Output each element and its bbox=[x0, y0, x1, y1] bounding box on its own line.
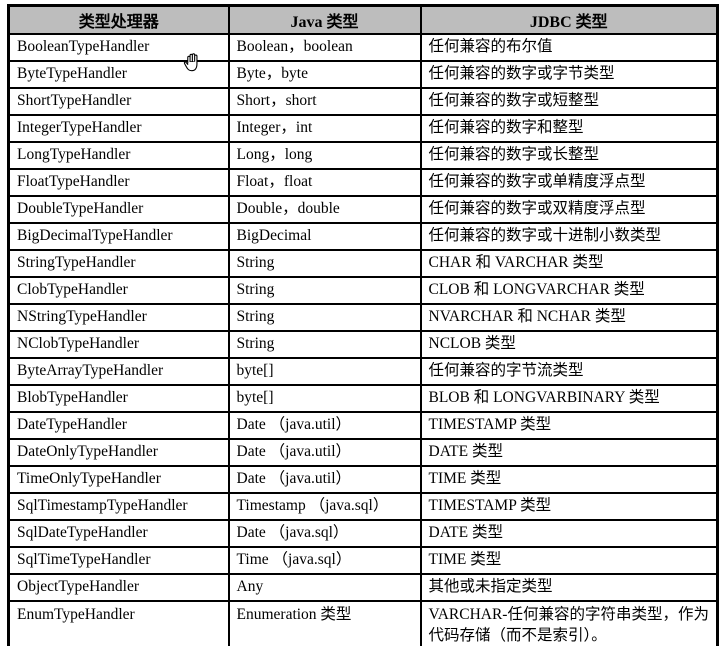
table-row: EnumTypeHandler Enumeration 类型 VARCHAR-任… bbox=[7, 600, 719, 646]
cell-type-handler: TimeOnlyTypeHandler bbox=[7, 465, 230, 494]
cell-type-handler: SqlTimeTypeHandler bbox=[7, 546, 230, 575]
cell-type-handler: IntegerTypeHandler bbox=[7, 114, 230, 143]
cell-java-type: Byte，byte bbox=[227, 60, 422, 89]
table-row: DateTypeHandler Date （java.util） TIMESTA… bbox=[7, 411, 719, 440]
cell-java-type: Short，short bbox=[227, 87, 422, 116]
cell-jdbc-type: TIMESTAMP 类型 bbox=[419, 492, 719, 521]
table-row: BlobTypeHandler byte[] BLOB 和 LONGVARBIN… bbox=[7, 384, 719, 413]
cell-java-type: Date （java.util） bbox=[227, 465, 422, 494]
cell-jdbc-type: 任何兼容的数字或短整型 bbox=[419, 87, 719, 116]
table-row: StringTypeHandler String CHAR 和 VARCHAR … bbox=[7, 249, 719, 278]
cell-jdbc-type: NCLOB 类型 bbox=[419, 330, 719, 359]
cell-jdbc-type: 任何兼容的数字或单精度浮点型 bbox=[419, 168, 719, 197]
type-handler-table: 类型处理器 Java 类型 JDBC 类型 BooleanTypeHandler… bbox=[7, 4, 719, 646]
cell-type-handler: BlobTypeHandler bbox=[7, 384, 230, 413]
cell-jdbc-type: 任何兼容的数字和整型 bbox=[419, 114, 719, 143]
cell-java-type: Date （java.sql） bbox=[227, 519, 422, 548]
cell-type-handler: DateTypeHandler bbox=[7, 411, 230, 440]
table-row: DoubleTypeHandler Double，double 任何兼容的数字或… bbox=[7, 195, 719, 224]
cell-java-type: Float，float bbox=[227, 168, 422, 197]
cell-java-type: Boolean，boolean bbox=[227, 33, 422, 62]
table-header-row: 类型处理器 Java 类型 JDBC 类型 bbox=[7, 4, 719, 35]
cell-type-handler: DoubleTypeHandler bbox=[7, 195, 230, 224]
cell-type-handler: NClobTypeHandler bbox=[7, 330, 230, 359]
cell-java-type: Any bbox=[227, 573, 422, 602]
cell-type-handler: LongTypeHandler bbox=[7, 141, 230, 170]
cell-type-handler: BigDecimalTypeHandler bbox=[7, 222, 230, 251]
cell-java-type: Integer，int bbox=[227, 114, 422, 143]
table-row: NStringTypeHandler String NVARCHAR 和 NCH… bbox=[7, 303, 719, 332]
table-row: ClobTypeHandler String CLOB 和 LONGVARCHA… bbox=[7, 276, 719, 305]
table-row: FloatTypeHandler Float，float 任何兼容的数字或单精度… bbox=[7, 168, 719, 197]
cell-jdbc-type: 任何兼容的字节流类型 bbox=[419, 357, 719, 386]
cell-jdbc-type: VARCHAR-任何兼容的字符串类型，作为代码存储（而不是索引）。 bbox=[419, 600, 719, 646]
cell-jdbc-type: CLOB 和 LONGVARCHAR 类型 bbox=[419, 276, 719, 305]
table-row: ObjectTypeHandler Any 其他或未指定类型 bbox=[7, 573, 719, 602]
table-row: SqlDateTypeHandler Date （java.sql） DATE … bbox=[7, 519, 719, 548]
cell-type-handler: ByteArrayTypeHandler bbox=[7, 357, 230, 386]
cell-java-type: Date （java.util） bbox=[227, 438, 422, 467]
cell-type-handler: FloatTypeHandler bbox=[7, 168, 230, 197]
header-type-handler: 类型处理器 bbox=[7, 4, 230, 35]
cell-java-type: byte[] bbox=[227, 357, 422, 386]
cell-jdbc-type: 其他或未指定类型 bbox=[419, 573, 719, 602]
table-row: LongTypeHandler Long，long 任何兼容的数字或长整型 bbox=[7, 141, 719, 170]
cell-jdbc-type: 任何兼容的数字或长整型 bbox=[419, 141, 719, 170]
cell-type-handler: ByteTypeHandler bbox=[7, 60, 230, 89]
table-row: BigDecimalTypeHandler BigDecimal 任何兼容的数字… bbox=[7, 222, 719, 251]
cell-type-handler: ClobTypeHandler bbox=[7, 276, 230, 305]
cell-jdbc-type: TIME 类型 bbox=[419, 465, 719, 494]
cell-type-handler: StringTypeHandler bbox=[7, 249, 230, 278]
cell-java-type: String bbox=[227, 276, 422, 305]
cell-jdbc-type: DATE 类型 bbox=[419, 438, 719, 467]
cell-java-type: Enumeration 类型 bbox=[227, 600, 422, 646]
table-row: NClobTypeHandler String NCLOB 类型 bbox=[7, 330, 719, 359]
cell-jdbc-type: DATE 类型 bbox=[419, 519, 719, 548]
table-row: ShortTypeHandler Short，short 任何兼容的数字或短整型 bbox=[7, 87, 719, 116]
cell-jdbc-type: BLOB 和 LONGVARBINARY 类型 bbox=[419, 384, 719, 413]
cell-java-type: Long，long bbox=[227, 141, 422, 170]
table-row: BooleanTypeHandler Boolean，boolean 任何兼容的… bbox=[7, 33, 719, 62]
table-row: ByteArrayTypeHandler byte[] 任何兼容的字节流类型 bbox=[7, 357, 719, 386]
table-row: SqlTimestampTypeHandler Timestamp （java.… bbox=[7, 492, 719, 521]
cell-java-type: String bbox=[227, 303, 422, 332]
cell-java-type: Double，double bbox=[227, 195, 422, 224]
cell-type-handler: SqlTimestampTypeHandler bbox=[7, 492, 230, 521]
cell-java-type: String bbox=[227, 249, 422, 278]
cell-java-type: Date （java.util） bbox=[227, 411, 422, 440]
table-row: ByteTypeHandler Byte，byte 任何兼容的数字或字节类型 bbox=[7, 60, 719, 89]
cell-java-type: byte[] bbox=[227, 384, 422, 413]
cell-jdbc-type: 任何兼容的数字或十进制小数类型 bbox=[419, 222, 719, 251]
cell-java-type: Time （java.sql） bbox=[227, 546, 422, 575]
cell-jdbc-type: CHAR 和 VARCHAR 类型 bbox=[419, 249, 719, 278]
table-row: SqlTimeTypeHandler Time （java.sql） TIME … bbox=[7, 546, 719, 575]
cell-jdbc-type: 任何兼容的布尔值 bbox=[419, 33, 719, 62]
table-row: TimeOnlyTypeHandler Date （java.util） TIM… bbox=[7, 465, 719, 494]
cell-type-handler: EnumTypeHandler bbox=[7, 600, 230, 646]
cell-java-type: BigDecimal bbox=[227, 222, 422, 251]
cell-type-handler: ShortTypeHandler bbox=[7, 87, 230, 116]
cell-jdbc-type: NVARCHAR 和 NCHAR 类型 bbox=[419, 303, 719, 332]
cell-type-handler: ObjectTypeHandler bbox=[7, 573, 230, 602]
cell-jdbc-type: TIME 类型 bbox=[419, 546, 719, 575]
cell-java-type: Timestamp （java.sql） bbox=[227, 492, 422, 521]
table-row: DateOnlyTypeHandler Date （java.util） DAT… bbox=[7, 438, 719, 467]
cell-jdbc-type: TIMESTAMP 类型 bbox=[419, 411, 719, 440]
cell-jdbc-type: 任何兼容的数字或字节类型 bbox=[419, 60, 719, 89]
cell-type-handler: DateOnlyTypeHandler bbox=[7, 438, 230, 467]
cell-java-type: String bbox=[227, 330, 422, 359]
header-java-type: Java 类型 bbox=[227, 4, 422, 35]
cell-type-handler: BooleanTypeHandler bbox=[7, 33, 230, 62]
cell-type-handler: NStringTypeHandler bbox=[7, 303, 230, 332]
cell-jdbc-type: 任何兼容的数字或双精度浮点型 bbox=[419, 195, 719, 224]
table-row: IntegerTypeHandler Integer，int 任何兼容的数字和整… bbox=[7, 114, 719, 143]
header-jdbc-type: JDBC 类型 bbox=[419, 4, 719, 35]
cell-type-handler: SqlDateTypeHandler bbox=[7, 519, 230, 548]
